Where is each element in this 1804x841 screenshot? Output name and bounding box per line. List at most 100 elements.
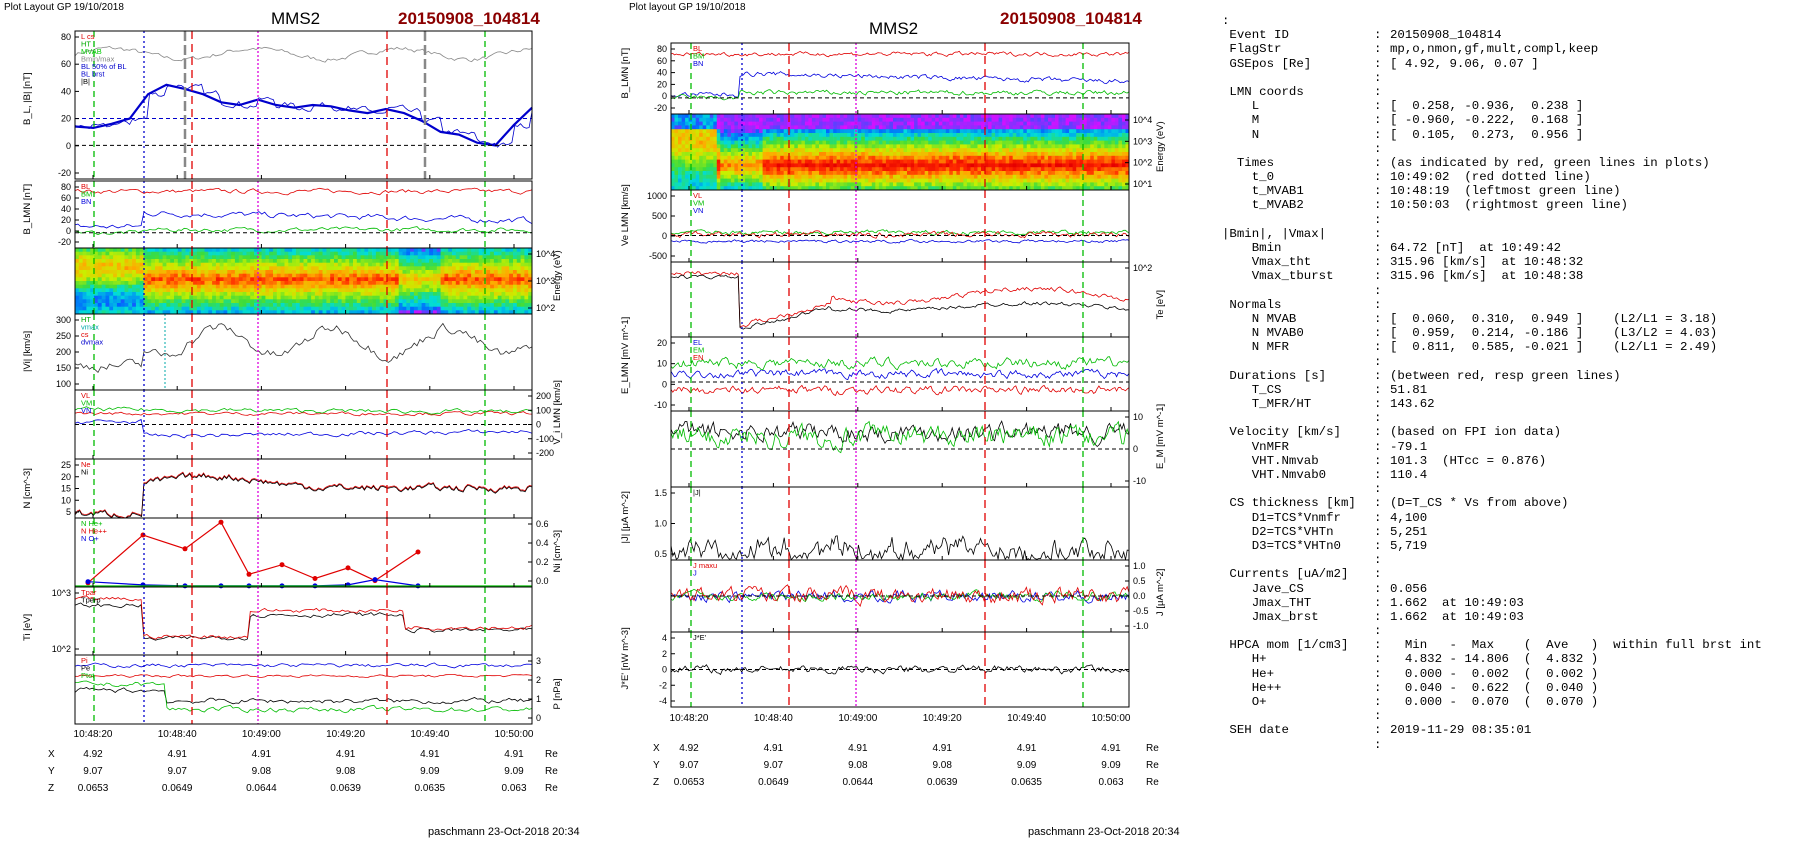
spectrogram-cell [413,259,419,264]
spectrogram-cell [752,171,756,176]
spectrogram-cell [910,171,915,176]
spectrogram-cell [801,159,806,164]
spectrogram-cell [265,259,270,264]
spectrogram-cell [1065,129,1070,134]
spectrogram-cell [261,270,266,275]
spectrogram-cell [166,266,171,271]
spectrogram-cell [910,178,915,183]
spectrogram-cell [861,186,866,191]
spectrogram-cell [857,171,862,176]
spectrogram-cell [151,259,156,264]
spectrogram-cell [261,288,266,293]
spectrogram-cell [1026,117,1031,122]
spectrogram-cell [1016,133,1021,138]
spectrogram-cell [737,114,742,119]
spectrogram-cell [981,178,985,183]
spectrogram-cell [478,292,483,297]
spectrogram-cell [1058,152,1063,157]
spectrogram-cell [398,248,403,253]
spectrogram-cell [132,284,137,289]
spectrogram-cell [737,171,742,176]
spectrogram-cell [345,266,350,271]
spectrogram-cell [1037,117,1042,122]
spectrogram-cell [1019,155,1024,160]
time-tick-label: 10:50:00 [495,729,534,740]
spectrogram-cell [440,295,445,300]
spectrogram-cell [196,277,202,282]
spectrogram-cell [200,259,205,264]
spectrogram-cell [1058,186,1063,191]
spectrogram-cell [490,266,495,271]
spectrogram-cell [1097,117,1102,122]
spectrogram-cell [928,167,933,172]
spectrogram-cell [391,259,396,264]
legend-entry: Ptot [81,671,95,680]
spectrogram-cell [143,251,148,256]
spectrogram-cell [762,140,767,145]
spectrogram-cell [372,295,377,300]
spectrogram-cell [189,284,194,289]
spectrogram-cell [391,248,396,253]
spectrogram-cell [889,174,894,179]
spectrogram-cell [170,251,175,256]
spectrogram-cell [246,259,251,264]
spectrogram-cell [889,117,894,122]
spectrogram-cell [459,270,464,275]
spectrogram-cell [833,140,837,145]
spectrogram-cell [379,273,384,278]
spectrogram-cell [166,292,171,297]
spectrogram-cell [212,248,217,253]
spectrogram-cell [1093,117,1098,122]
spectrogram-cell [882,163,887,168]
spectrogram-cell [212,259,217,264]
spectrogram-cell [907,133,911,138]
spectrogram-cell [1009,167,1014,172]
spectrogram-cell [843,171,848,176]
spectrogram-cell [215,310,221,315]
spectrogram-cell [1107,152,1112,157]
spectrogram-cell [467,255,472,260]
spectrogram-cell [139,281,144,286]
spectrogram-cell [417,248,422,253]
spectrogram-cell [974,117,978,122]
spectrogram-cell [185,273,190,278]
spectrogram-cell [139,277,144,282]
spectrogram-cell [699,159,704,164]
y-tick-label: 250 [56,331,71,341]
spectrogram-cell [459,295,464,300]
spectrogram-cell [861,136,866,141]
position-value: 9.09 [504,766,524,777]
y-tick-label: 60 [61,193,71,203]
spectrogram-cell [474,303,480,308]
spectrogram-cell [917,117,922,122]
y-tick-label: 3 [536,656,541,666]
spectrogram-cell [505,248,510,253]
spectrogram-cell [372,255,377,260]
spectrogram-cell [326,255,331,260]
spectrogram-cell [208,262,213,267]
spectrogram-cell [326,277,331,282]
spectrogram-cell [1009,133,1014,138]
spectrogram-cell [847,129,852,134]
spectrogram-cell [780,182,785,187]
spectrogram-cell [871,140,876,145]
spectrogram-cell [250,259,255,264]
spectrogram-cell [1072,148,1077,153]
spectrogram-cell [372,248,377,253]
spectrogram-cell [1069,171,1073,176]
spectrogram-cell [720,133,725,138]
spectrogram-cell [101,306,106,311]
spectrogram-cell [1026,163,1031,168]
spectrogram-cell [155,288,160,293]
spectrogram-cell [486,303,491,308]
spectrogram-cell [776,125,781,130]
spectrogram-cell [417,306,422,311]
spectrogram-cell [326,251,331,256]
spectrogram-cell [276,277,281,282]
spectrogram-cell [1037,129,1042,134]
spectrogram-cell [730,171,735,176]
spectrogram-cell [200,266,205,271]
spectrogram-cell [871,174,876,179]
spectrogram-cell [181,284,186,289]
spectrogram-cell [998,136,1003,141]
